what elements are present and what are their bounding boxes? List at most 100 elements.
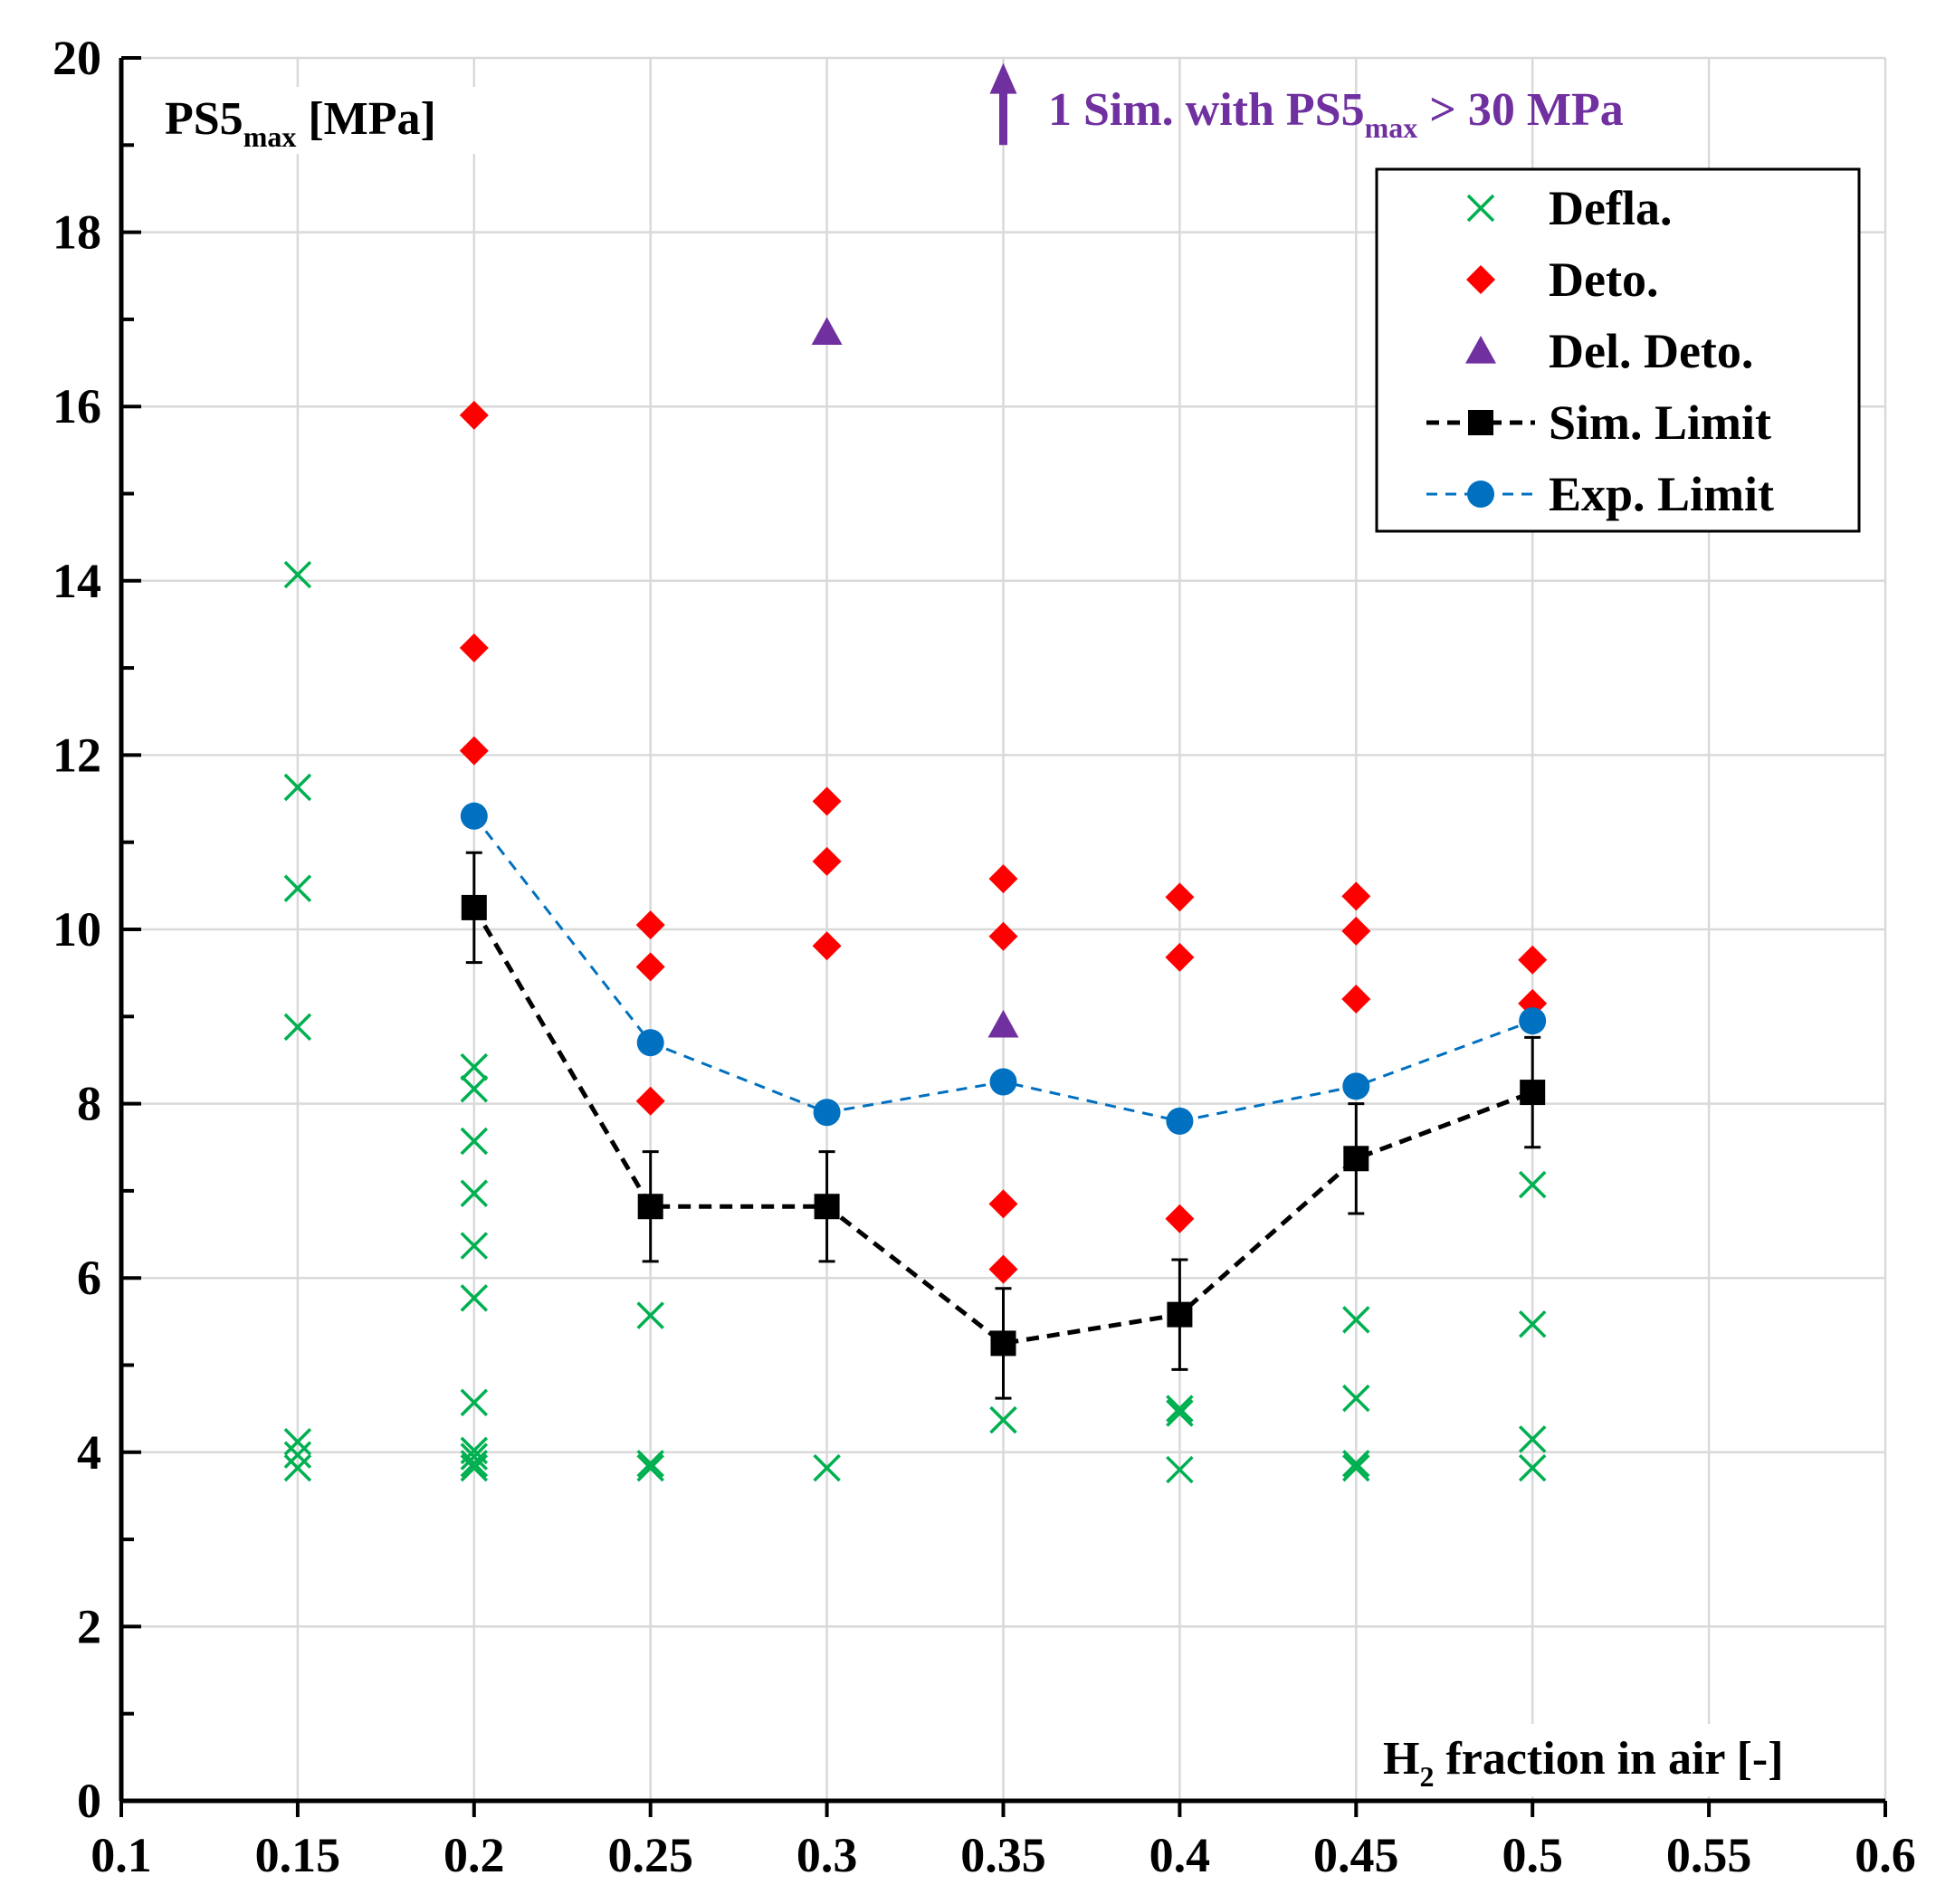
- data-point-defla: [1342, 1450, 1370, 1478]
- x-marker-stroke: [813, 1453, 841, 1482]
- data-point-defla: [460, 1388, 489, 1417]
- legend-marker-defla: [1466, 194, 1495, 223]
- y-tick-label: 20: [52, 31, 101, 85]
- data-point-deto: [459, 736, 489, 766]
- y-tick-label: 10: [52, 902, 101, 957]
- data-point-exp-limit: [1519, 1007, 1547, 1035]
- legend-entry-deto: Deto.: [1466, 252, 1658, 307]
- data-point-defla: [460, 1442, 489, 1471]
- series-deto: [459, 400, 1548, 1284]
- x-marker-stroke: [283, 1441, 312, 1469]
- legend: Defla. Deto. Del. Deto. Sim. Limit Exp. Limi…: [1375, 167, 1861, 533]
- legend-marker-deto: [1466, 265, 1495, 294]
- y-tick-label: 0: [77, 1774, 101, 1828]
- annotation-text: 1 Sim. with PS5max > 30 MPa: [1048, 84, 1624, 144]
- data-point-exp-limit: [989, 1068, 1017, 1096]
- legend-label-deto: Deto.: [1549, 252, 1658, 307]
- data-point-deto: [1341, 985, 1371, 1014]
- x-tick-label: 0.45: [1313, 1828, 1399, 1882]
- xlabel-background: [1369, 1724, 1864, 1796]
- x-marker-stroke: [460, 1453, 489, 1482]
- data-point-defla: [460, 1453, 489, 1482]
- annotation-text-subscript: max: [1365, 111, 1418, 144]
- data-point-sim-limit: [1343, 1146, 1369, 1172]
- x-tick-label: 0.4: [1149, 1828, 1211, 1882]
- data-point-exp-limit: [813, 1099, 841, 1127]
- x-marker-stroke: [1166, 1395, 1194, 1423]
- x-marker-stroke: [460, 1052, 489, 1081]
- data-point-defla: [460, 1127, 489, 1156]
- legend-marker-sim-limit: [1468, 410, 1493, 435]
- y-tick-label: 2: [77, 1599, 101, 1653]
- y-tick-label: 12: [52, 728, 101, 782]
- data-point-defla: [1342, 1384, 1370, 1413]
- data-point-deto: [988, 1189, 1018, 1219]
- data-point-defla: [1518, 1170, 1547, 1199]
- legend-label-sim-limit: Sim. Limit: [1549, 395, 1771, 450]
- x-tick-label: 0.35: [960, 1828, 1046, 1882]
- x-tick-label: 0.5: [1502, 1828, 1563, 1882]
- x-marker-stroke: [460, 1442, 489, 1471]
- data-point-deto: [1165, 1204, 1195, 1233]
- legend-marker-del-deto: [1465, 336, 1496, 364]
- data-point-deto: [1518, 945, 1548, 975]
- y-tick-label: 18: [52, 205, 101, 260]
- annotation: 1 Sim. with PS5max > 30 MPa: [989, 62, 1624, 146]
- data-point-del-deto: [811, 317, 843, 345]
- legend-label-exp-limit: Exp. Limit: [1549, 467, 1774, 521]
- data-point-defla: [283, 1013, 312, 1042]
- data-point-defla: [1518, 1425, 1547, 1453]
- x-tick-label: 0.25: [607, 1828, 693, 1882]
- x-marker-stroke: [460, 1074, 489, 1103]
- x-marker-stroke: [460, 1179, 489, 1208]
- x-marker-stroke: [1466, 194, 1495, 223]
- annotation-arrow-icon: [989, 62, 1017, 94]
- data-point-deto: [812, 931, 842, 961]
- data-point-deto: [988, 1254, 1018, 1284]
- data-point-sim-limit: [637, 1194, 663, 1220]
- data-point-deto: [1341, 916, 1371, 946]
- legend-entry-sim-limit: Sim. Limit: [1426, 395, 1771, 450]
- data-point-deto: [635, 1086, 665, 1116]
- data-point-deto: [988, 921, 1018, 951]
- data-point-defla: [1166, 1399, 1194, 1427]
- x-marker-stroke: [460, 1127, 489, 1156]
- x-marker-stroke: [283, 874, 312, 902]
- annotation-text-before: 1 Sim. with PS5: [1048, 84, 1365, 136]
- legend-box: [1375, 167, 1861, 533]
- series-exp-limit: [460, 802, 1547, 1135]
- x-marker-stroke: [1342, 1306, 1370, 1334]
- data-point-defla: [1518, 1453, 1547, 1482]
- x-marker-stroke: [1166, 1399, 1194, 1427]
- x-tick-label: 0.1: [91, 1828, 152, 1882]
- x-marker-stroke: [1518, 1170, 1547, 1199]
- x-marker-stroke: [636, 1450, 664, 1478]
- x-tick-label: 0.55: [1666, 1828, 1752, 1882]
- x-marker-stroke: [1342, 1450, 1370, 1478]
- data-point-defla: [1518, 1310, 1547, 1338]
- data-point-del-deto: [987, 1009, 1019, 1038]
- series-sim-limit: [461, 851, 1546, 1400]
- y-axis-title: PS5max [MPa]: [165, 93, 436, 153]
- y-tick-label: 8: [77, 1077, 101, 1131]
- x-marker-stroke: [989, 1405, 1017, 1434]
- ylabel-background: [145, 87, 492, 154]
- data-point-defla: [460, 1052, 489, 1081]
- data-point-defla: [636, 1453, 664, 1482]
- annotation-text-after: > 30 MPa: [1417, 84, 1623, 136]
- data-point-defla: [283, 1428, 312, 1456]
- legend-entry-defla: Defla.: [1466, 181, 1672, 235]
- data-point-defla: [460, 1284, 489, 1312]
- x-marker-stroke: [460, 1284, 489, 1312]
- data-point-defla: [636, 1450, 664, 1478]
- x-marker-stroke: [283, 773, 312, 802]
- x-marker-stroke: [283, 1013, 312, 1042]
- x-marker-stroke: [460, 1388, 489, 1417]
- data-point-deto: [635, 952, 665, 982]
- x-marker-stroke: [460, 1232, 489, 1260]
- data-point-defla: [813, 1453, 841, 1482]
- x-marker-stroke: [636, 1301, 664, 1329]
- x-marker-stroke: [1518, 1453, 1547, 1482]
